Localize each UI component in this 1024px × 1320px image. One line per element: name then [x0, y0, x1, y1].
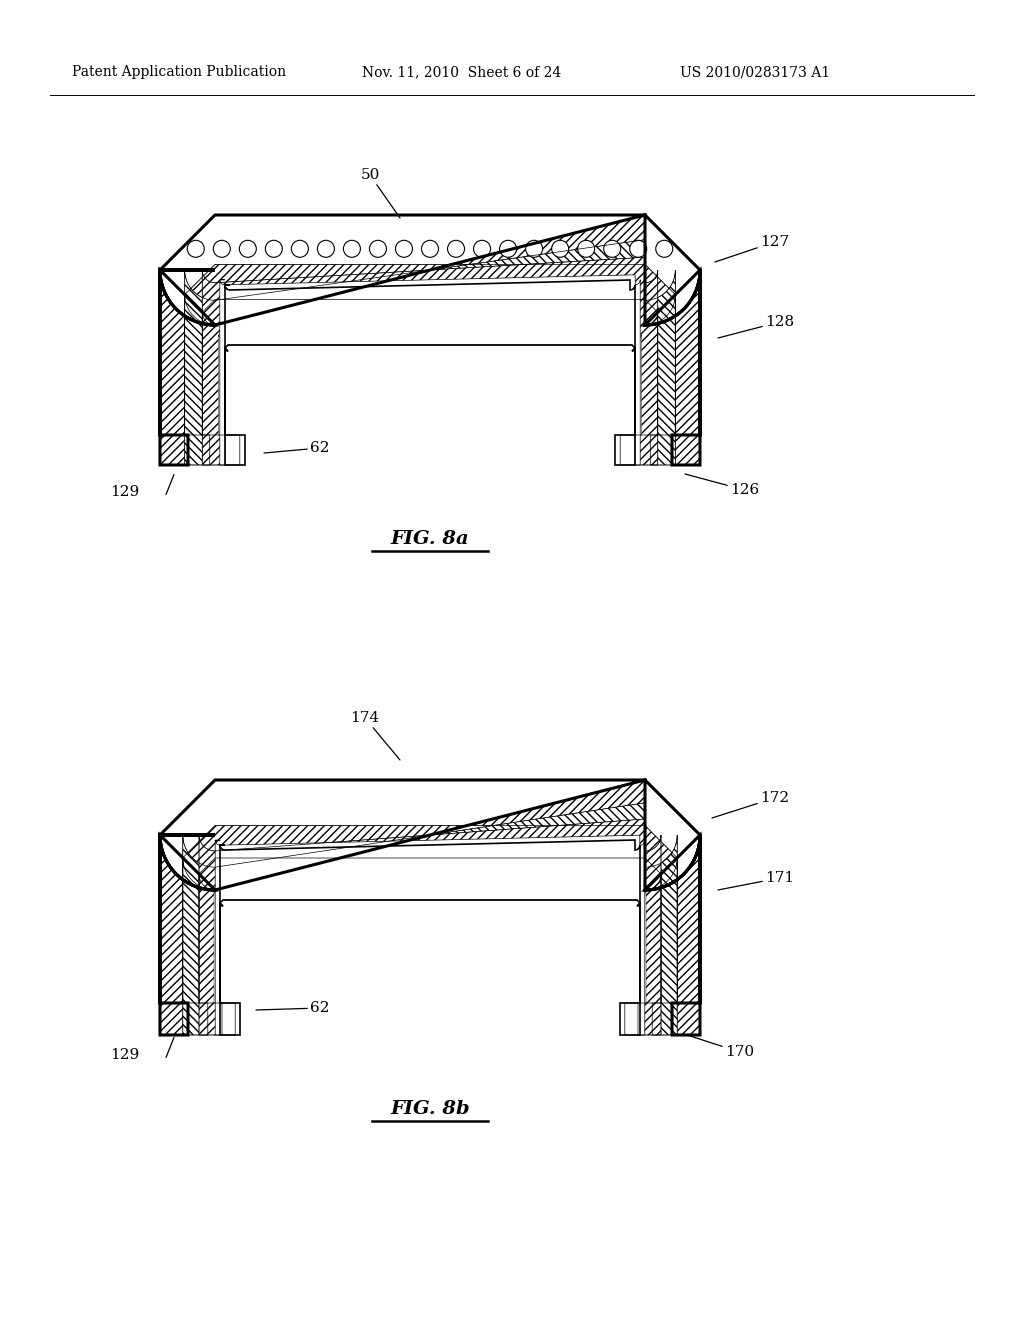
Circle shape	[473, 240, 490, 257]
Circle shape	[447, 240, 465, 257]
Circle shape	[370, 240, 386, 257]
Text: 172: 172	[712, 791, 790, 818]
Text: Patent Application Publication: Patent Application Publication	[72, 65, 286, 79]
Text: Nov. 11, 2010  Sheet 6 of 24: Nov. 11, 2010 Sheet 6 of 24	[362, 65, 561, 79]
Polygon shape	[184, 240, 675, 465]
Circle shape	[604, 240, 621, 257]
Text: 129: 129	[110, 484, 139, 499]
Text: 171: 171	[718, 871, 795, 890]
Text: 62: 62	[256, 1001, 330, 1015]
Text: 126: 126	[685, 474, 759, 498]
Circle shape	[317, 240, 335, 257]
Text: 129: 129	[110, 1048, 139, 1063]
Circle shape	[265, 240, 283, 257]
Text: 62: 62	[264, 441, 330, 455]
Polygon shape	[160, 780, 700, 1035]
Circle shape	[500, 240, 516, 257]
Circle shape	[213, 240, 230, 257]
Polygon shape	[160, 215, 700, 465]
Polygon shape	[183, 803, 677, 1035]
Circle shape	[292, 240, 308, 257]
Circle shape	[422, 240, 438, 257]
Text: 174: 174	[350, 711, 400, 760]
Polygon shape	[160, 215, 700, 465]
Polygon shape	[160, 780, 700, 1035]
Circle shape	[630, 240, 647, 257]
Circle shape	[240, 240, 256, 257]
Circle shape	[525, 240, 543, 257]
Circle shape	[187, 240, 204, 257]
Polygon shape	[203, 257, 657, 465]
Circle shape	[655, 240, 673, 257]
Text: 128: 128	[718, 315, 795, 338]
Text: 170: 170	[681, 1034, 754, 1059]
Circle shape	[343, 240, 360, 257]
Text: FIG. 8a: FIG. 8a	[391, 531, 469, 548]
Circle shape	[552, 240, 568, 257]
Polygon shape	[199, 818, 662, 1035]
Text: 50: 50	[360, 168, 400, 218]
Text: US 2010/0283173 A1: US 2010/0283173 A1	[680, 65, 830, 79]
Circle shape	[395, 240, 413, 257]
Polygon shape	[220, 275, 640, 465]
Polygon shape	[215, 836, 645, 1035]
Circle shape	[578, 240, 595, 257]
Text: FIG. 8b: FIG. 8b	[390, 1100, 470, 1118]
Text: 127: 127	[715, 235, 790, 261]
